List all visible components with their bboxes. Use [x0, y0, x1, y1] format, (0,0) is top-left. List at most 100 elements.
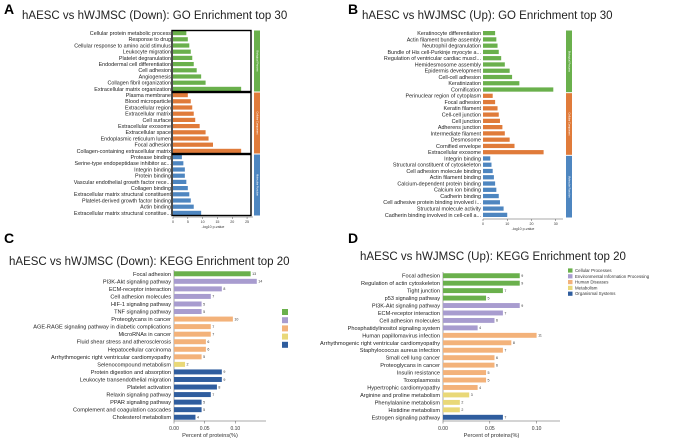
- x-tick-label: 0.05: [485, 426, 495, 432]
- pathway-label: Regulation of actin cytoskeleton: [361, 281, 440, 287]
- go-term-label: Extracellular matrix organization: [94, 87, 171, 93]
- bar-count-label: 7: [504, 289, 506, 293]
- pathway-label: PPAR signaling pathway: [110, 400, 171, 406]
- go-bar: [483, 81, 520, 86]
- go-bar: [173, 173, 185, 178]
- bar-count-label: 5: [203, 355, 205, 359]
- panel-c: C hAESC vs hWJMSC (Down): KEGG Enrichmen…: [4, 230, 290, 439]
- pathway-bar: [174, 361, 186, 367]
- bar-count-label: 7: [504, 311, 506, 315]
- pathway-bar: [174, 293, 211, 299]
- pathway-label: ECM-receptor interaction: [109, 287, 171, 293]
- go-bar: [173, 43, 190, 48]
- bar-count-label: 6: [496, 356, 498, 360]
- go-term-label: Endodermal cell differentiation: [99, 62, 171, 68]
- pathway-bar: [174, 339, 206, 345]
- x-tick-label: 0.10: [532, 426, 542, 432]
- go-term-label: Platelet-derived growth factor binding: [82, 198, 171, 204]
- bar-count-label: 7: [212, 325, 214, 329]
- go-term-label: Angiogenesis: [139, 74, 172, 80]
- go-term-label: Regulation of ventricular cardiac muscl.…: [384, 56, 481, 62]
- bar-count-label: 8: [223, 287, 225, 291]
- x-tick-label: 30: [554, 222, 558, 226]
- pathway-bar: [443, 407, 460, 413]
- go-bar: [483, 56, 502, 61]
- group-side-label: Cellular Component: [255, 112, 259, 135]
- x-tick-label: 0: [482, 222, 484, 226]
- x-tick-label: 20: [230, 220, 234, 224]
- pathway-label: Cell adhesion molecules: [379, 318, 440, 324]
- pathway-label: Staphylococcus aureus infection: [360, 348, 440, 354]
- group-side-strip: [566, 155, 572, 218]
- x-axis-title: Percent of proteins(%): [464, 433, 520, 439]
- go-term-label: Plasma membrane: [126, 93, 171, 99]
- go-term-label: Keratin filament: [444, 106, 482, 112]
- pathway-bar: [443, 370, 487, 376]
- panel-a-title: hAESC vs hWJMSC (Down): GO Enrichment to…: [22, 10, 287, 22]
- go-bar: [173, 161, 184, 166]
- go-term-label: Extracellular matrix structural constitu…: [74, 192, 172, 198]
- group-frame: [171, 153, 252, 217]
- panel-a-letter: A: [4, 1, 14, 17]
- bar-count-label: 9: [223, 378, 225, 382]
- go-term-label: Actin filament bundle assembly: [407, 37, 482, 43]
- group-side-strip: [254, 154, 260, 216]
- bar-count-label: 7: [212, 295, 214, 299]
- legend-swatch: [568, 274, 573, 279]
- pathway-bar: [443, 340, 512, 346]
- pathway-bar: [443, 385, 478, 390]
- bar-count-label: 9: [521, 304, 523, 308]
- go-bar: [173, 130, 206, 135]
- go-bar: [173, 99, 191, 104]
- bar-count-label: 5: [203, 400, 205, 404]
- pathway-bar: [174, 414, 196, 420]
- go-term-label: Extracellular matrix structural constitu…: [74, 211, 171, 217]
- go-bar: [483, 200, 500, 205]
- go-term-label: Extracellular matrix: [125, 112, 171, 118]
- pathway-bar: [174, 399, 202, 405]
- go-bar: [483, 206, 504, 211]
- go-bar: [483, 106, 498, 111]
- pathway-label: Tight junction: [407, 289, 440, 295]
- pathway-label: Hypertrophic cardiomyopathy: [367, 385, 440, 391]
- go-term-label: Keratinocyte differentiation: [417, 31, 481, 37]
- bar-count-label: 4: [197, 416, 199, 420]
- go-term-label: Cell adhesion: [138, 68, 171, 74]
- panel-c-chart: Focal adhesion 13 PI3K-Akt signaling pathw…: [33, 270, 288, 439]
- go-bar: [173, 92, 188, 98]
- bar-count-label: 2: [461, 408, 463, 412]
- pathway-bar: [443, 310, 503, 316]
- pathway-label: Human papillomavirus infection: [362, 333, 440, 339]
- go-term-label: Extracellular exosome: [118, 124, 171, 130]
- bar-count-label: 4: [479, 326, 481, 330]
- go-bar: [173, 68, 197, 73]
- go-bar: [483, 131, 505, 136]
- pathway-label: PI3K-Akt signaling pathway: [372, 304, 440, 310]
- pathway-label: Arrhythmogenic right ventricular cardiom…: [51, 355, 171, 361]
- go-bar: [173, 123, 200, 129]
- go-bar: [483, 62, 505, 67]
- go-bar: [483, 112, 499, 117]
- pathway-bar: [443, 280, 520, 286]
- go-term-label: Perinuclear region of cytoplasm: [405, 94, 481, 100]
- go-term-label: Focal adhesion: [134, 143, 171, 149]
- go-bar: [173, 30, 187, 36]
- group-side-label: Molecular Function: [255, 174, 259, 196]
- pathway-bar: [443, 332, 537, 338]
- pathway-bar: [174, 384, 217, 390]
- legend-swatch: [282, 341, 288, 348]
- go-bar: [483, 193, 499, 199]
- go-bar: [173, 210, 202, 216]
- group-frame: [171, 91, 252, 155]
- pathway-label: Selenocompound metabolism: [97, 362, 171, 368]
- legend-label: Metabolism: [575, 285, 598, 290]
- bar-count-label: 11: [538, 334, 542, 338]
- pathway-bar: [174, 376, 222, 382]
- go-bar: [173, 167, 185, 172]
- group-side-strip: [254, 92, 260, 154]
- go-bar: [173, 86, 242, 92]
- go-bar: [173, 198, 191, 203]
- go-term-label: Cell junction: [452, 119, 481, 125]
- go-term-label: Focal adhesion: [444, 100, 481, 106]
- bar-count-label: 6: [496, 363, 498, 367]
